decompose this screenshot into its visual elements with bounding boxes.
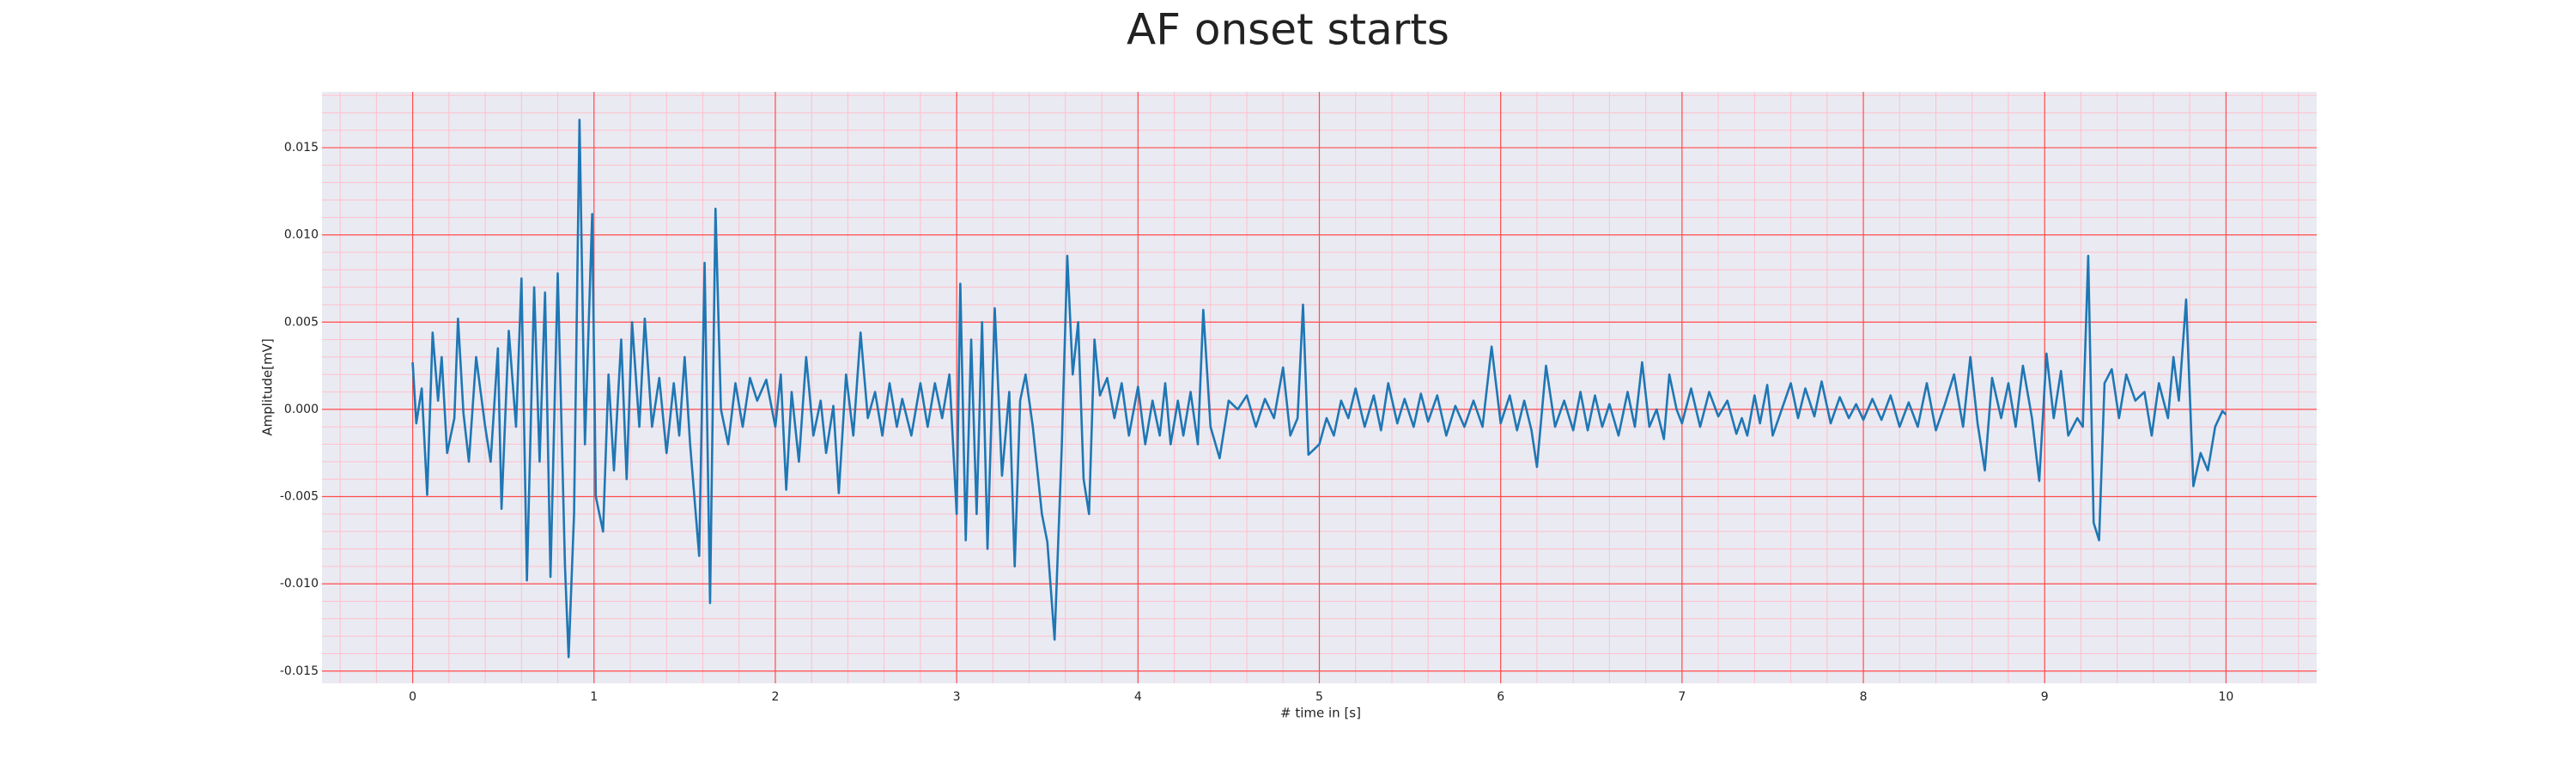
x-tick-label: 8 [1860, 690, 1868, 704]
x-tick-label: 3 [953, 690, 961, 704]
y-tick-label: -0.015 [280, 664, 319, 678]
y-tick-label: -0.005 [280, 490, 319, 504]
y-axis-label: Amplitude[mV] [260, 338, 276, 435]
x-tick-label: 6 [1497, 690, 1504, 704]
x-tick-label: 10 [2218, 690, 2233, 704]
y-tick-label: -0.010 [280, 577, 319, 591]
y-tick-label: 0.010 [284, 228, 319, 242]
x-tick-label: 2 [771, 690, 779, 704]
x-tick-label: 5 [1315, 690, 1323, 704]
major-grid [322, 92, 2317, 683]
x-axis-label: # time in [s] [1280, 706, 1361, 721]
tick-labels: 0 1 2 3 4 5 6 7 8 9 10 -0.015 -0.010 -0.005 0.000 0.005… [280, 141, 2233, 704]
chart-title: AF onset starts [1127, 5, 1449, 55]
y-tick-label: 0.015 [284, 141, 319, 155]
x-tick-label: 1 [590, 690, 598, 704]
series [411, 118, 2227, 658]
x-tick-label: 4 [1134, 690, 1142, 704]
y-tick-label: 0.005 [284, 315, 319, 329]
y-tick-label: 0.000 [284, 403, 319, 416]
x-tick-label: 0 [409, 690, 416, 704]
x-tick-label: 9 [2041, 690, 2049, 704]
signal-line [411, 118, 2227, 658]
x-tick-label: 7 [1678, 690, 1686, 704]
